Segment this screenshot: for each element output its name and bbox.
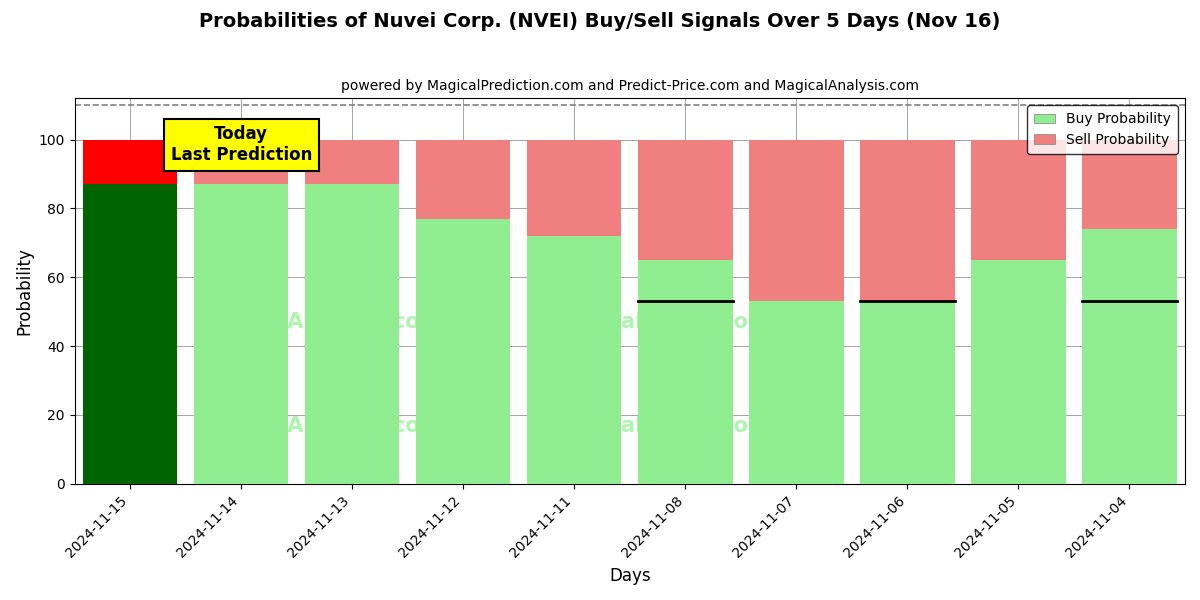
Bar [305, 140, 400, 184]
Bar [860, 140, 955, 301]
Bar [971, 260, 1066, 484]
Title: powered by MagicalPrediction.com and Predict-Price.com and MagicalAnalysis.com: powered by MagicalPrediction.com and Pre… [341, 79, 919, 93]
Bar [527, 236, 622, 484]
Bar [638, 260, 732, 484]
Bar [194, 140, 288, 184]
Bar [749, 301, 844, 484]
Bar [83, 184, 178, 484]
Legend: Buy Probability, Sell Probability: Buy Probability, Sell Probability [1027, 105, 1178, 154]
Bar [860, 301, 955, 484]
Bar [527, 140, 622, 236]
Bar [416, 140, 510, 219]
Bar [1082, 229, 1177, 484]
Bar [638, 140, 732, 260]
X-axis label: Days: Days [610, 567, 650, 585]
Text: MagicalPrediction.com: MagicalPrediction.com [552, 416, 818, 436]
Bar [194, 184, 288, 484]
Bar [1082, 140, 1177, 229]
Text: Today
Last Prediction: Today Last Prediction [170, 125, 312, 164]
Text: MagicalAnalysis.com: MagicalAnalysis.com [197, 312, 442, 332]
Bar [971, 140, 1066, 260]
Text: MagicalPrediction.com: MagicalPrediction.com [552, 312, 818, 332]
Bar [416, 219, 510, 484]
Bar [305, 184, 400, 484]
Bar [749, 140, 844, 301]
Text: Probabilities of Nuvei Corp. (NVEI) Buy/Sell Signals Over 5 Days (Nov 16): Probabilities of Nuvei Corp. (NVEI) Buy/… [199, 12, 1001, 31]
Bar [83, 140, 178, 184]
Text: MagicalAnalysis.com: MagicalAnalysis.com [197, 416, 442, 436]
Y-axis label: Probability: Probability [16, 247, 34, 335]
